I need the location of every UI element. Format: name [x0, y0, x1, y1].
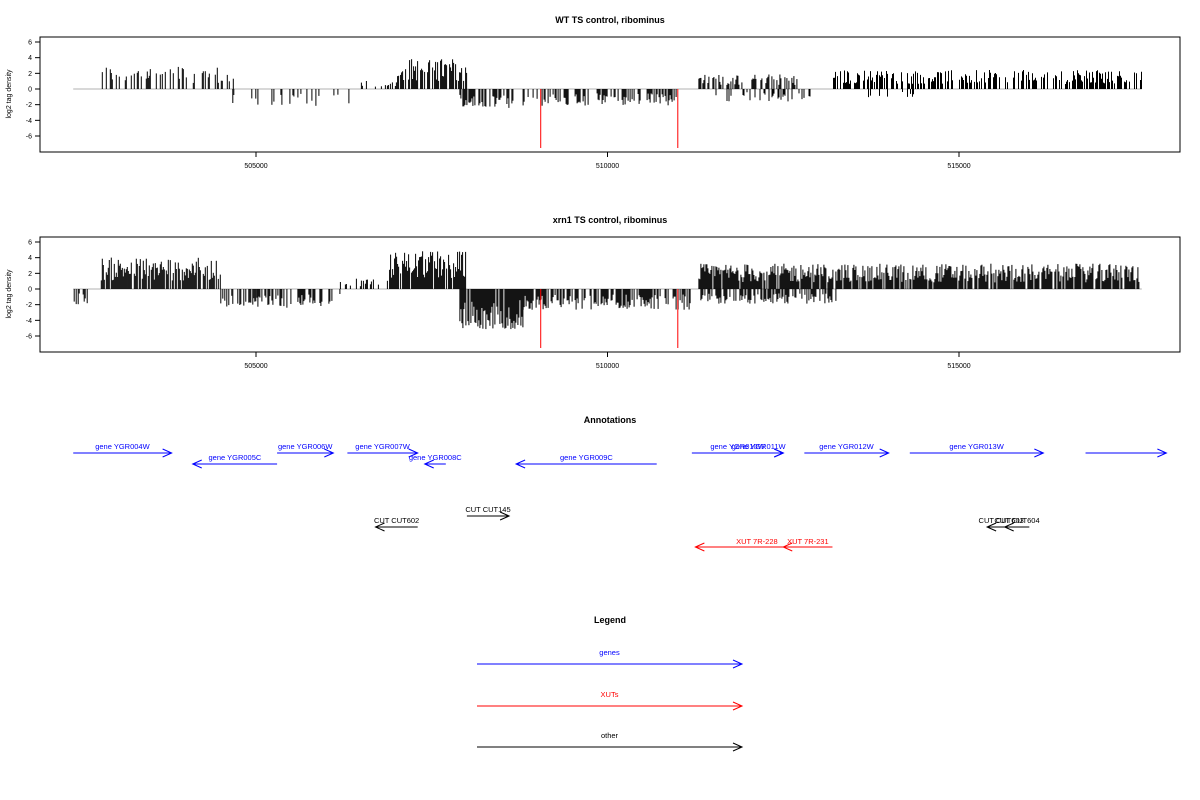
cut-arrow-label: CUT CUT602 [374, 516, 419, 525]
wt-x-axis: 505000 510000 515000 [244, 152, 971, 170]
wt-y-axis: 6 4 2 0 -2 -4 -6 [26, 40, 40, 141]
xrn1-panel: xrn1 TS control, ribominus log2 tag dens… [6, 215, 1181, 370]
cut-arrow-label: CUT CUT145 [465, 505, 510, 514]
gene-arrow: gene YGR012W [804, 442, 890, 458]
legend-item-other-head [732, 742, 744, 752]
wt-x-tick-label: 510000 [596, 163, 619, 170]
xrn1-x-tick-label: 505000 [244, 363, 267, 370]
gene-arrow-head [879, 448, 890, 458]
legend-item-other: other [477, 731, 744, 752]
xrn1-y-tick-label: 6 [28, 240, 32, 247]
xrn1-bars [73, 251, 1142, 348]
gene-arrow-head [514, 459, 526, 469]
wt-x-tick-label: 515000 [947, 163, 970, 170]
cut-arrow-head [499, 511, 511, 521]
gene-arrow-head [1157, 448, 1168, 458]
legend-item-xuts-head [732, 701, 744, 711]
wt-panel-title: WT TS control, ribominus [555, 15, 665, 25]
wt-plot-frame [39, 36, 1181, 153]
wt-y-tick-label: -2 [26, 102, 32, 109]
gene-arrow-head [774, 448, 785, 458]
cut-arrow: CUT CUT145 [465, 505, 511, 521]
gene-arrow: gene YGR005C [191, 453, 278, 469]
legend-item-genes-head [732, 659, 744, 669]
xrn1-y-tick-label: -2 [26, 302, 32, 309]
xut-arrow-head [782, 542, 793, 552]
gene-arrow-label: gene YGR005C [208, 453, 261, 462]
wt-y-tick-label: -4 [26, 118, 32, 125]
xut-arrow: XUT 7R-231 [782, 537, 833, 552]
gene-arrow: gene YGR004W [73, 442, 173, 458]
gene-arrow: gene YGR011W [732, 442, 787, 458]
legend-item-xuts: XUTs [477, 690, 744, 711]
gene-arrow-label: gene YGR006W [278, 442, 333, 451]
xrn1-y-axis-label: log2 tag density [6, 269, 13, 319]
gene-arrow: gene YGR007W [347, 442, 419, 458]
wt-y-tick-label: 0 [28, 87, 32, 94]
wt-panel: WT TS control, ribominus log2 tag densit… [6, 15, 1181, 170]
cut-arrow: CUT CUT602 [374, 516, 419, 532]
xrn1-plot-frame [39, 236, 1181, 353]
xrn1-y-tick-label: -6 [26, 334, 32, 341]
xrn1-y-tick-label: 4 [28, 255, 32, 262]
gene-arrow-head [324, 448, 335, 458]
legend-item-genes-label: genes [599, 648, 620, 657]
wt-bars [73, 59, 1142, 148]
cut-arrow-head [374, 522, 385, 532]
xrn1-y-tick-label: 2 [28, 271, 32, 278]
cut-arrow-head [1003, 522, 1014, 532]
gene-arrow-label: gene YGR008C [409, 453, 462, 462]
xrn1-y-axis: 6 4 2 0 -2 -4 -6 [26, 240, 40, 341]
cut-arrow-label: CUT CUT603 [979, 516, 1024, 525]
xut-arrow-label: XUT 7R-228 [736, 537, 778, 546]
gene-arrow-head [162, 448, 173, 458]
gene-arrow: gene YGR006W [277, 442, 335, 458]
annotation-tracks: gene YGR004W gene YGR005C gene YGR006W gene… [73, 442, 1168, 552]
xut-arrow-label: XUT 7R-231 [787, 537, 829, 546]
legend-item-other-label: other [601, 731, 619, 740]
gene-arrow: gene YGR013W [909, 442, 1045, 458]
gene-arrow-head [1034, 448, 1045, 458]
legend: genes XUTs other [477, 648, 744, 752]
xrn1-y-tick-label: -4 [26, 318, 32, 325]
xut-arrow-head [694, 542, 705, 552]
gene-arrow: gene YGR009C [514, 453, 657, 469]
gene-arrow-label: gene YGR004W [95, 442, 150, 451]
gene-arrow-label: gene YGR010W [710, 442, 765, 451]
wt-y-tick-label: -6 [26, 134, 32, 141]
gene-arrow-label: gene YGR011W [732, 442, 787, 451]
wt-y-tick-label: 4 [28, 55, 32, 62]
xrn1-x-tick-label: 515000 [947, 363, 970, 370]
gene-arrow-head [191, 459, 202, 469]
gene-arrow-head [408, 448, 419, 458]
gene-arrow: gene YGR008C [409, 453, 462, 469]
legend-title: Legend [594, 615, 626, 625]
gene-arrow-head [423, 459, 434, 469]
wt-y-axis-label: log2 tag density [6, 69, 13, 119]
legend-item-genes: genes [477, 648, 744, 669]
wt-y-tick-label: 6 [28, 40, 32, 47]
wt-y-tick-label: 2 [28, 71, 32, 78]
xrn1-x-axis: 505000 510000 515000 [244, 352, 971, 370]
gene-arrow-label: gene YGR007W [355, 442, 410, 451]
wt-x-tick-label: 505000 [244, 163, 267, 170]
xrn1-y-tick-label: 0 [28, 287, 32, 294]
annotations-title: Annotations [584, 415, 637, 425]
cut-arrow: CUT CUT604 [994, 516, 1040, 532]
xrn1-panel-title: xrn1 TS control, ribominus [553, 215, 668, 225]
gene-arrow-label: gene YGR009C [560, 453, 613, 462]
cut-arrow-label: CUT CUT604 [994, 516, 1039, 525]
gene-arrow-label: gene YGR012W [819, 442, 874, 451]
cut-arrow-head [985, 522, 997, 532]
gene-arrow-label: gene YGR013W [949, 442, 1004, 451]
gene-arrow [1085, 448, 1168, 458]
xrn1-x-tick-label: 510000 [596, 363, 619, 370]
legend-item-xuts-label: XUTs [601, 690, 619, 699]
